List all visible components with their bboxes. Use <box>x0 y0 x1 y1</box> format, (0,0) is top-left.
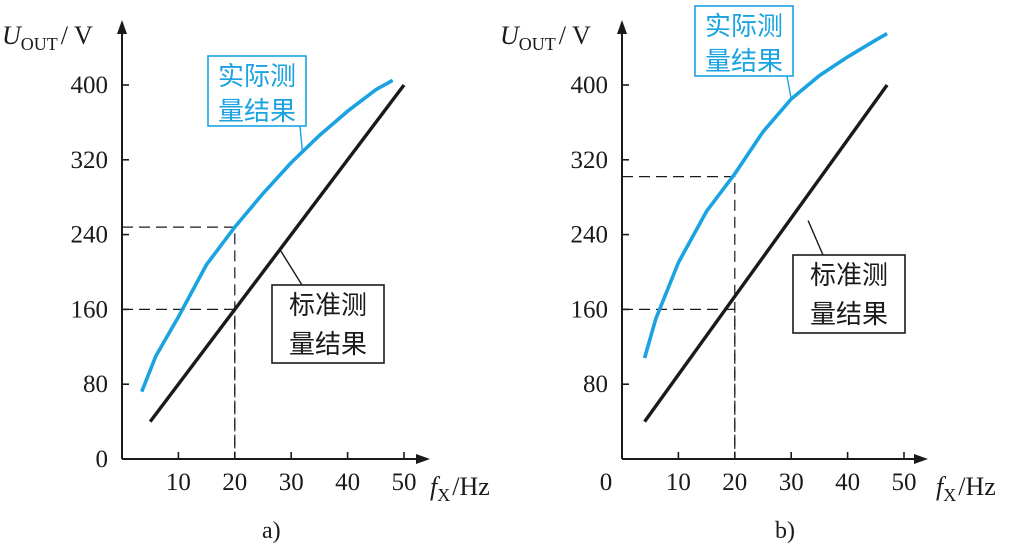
x-tick-label: 0 <box>600 469 613 496</box>
y-axis-title: UOUT / V <box>500 21 591 54</box>
callout-leader-standard <box>807 220 824 256</box>
x-axis-arrow <box>416 454 430 464</box>
series-actual-line <box>642 32 888 359</box>
y-tick-label: 400 <box>71 72 109 99</box>
callout-text-actual: 实际测 <box>705 12 783 42</box>
guide-line <box>122 226 236 459</box>
x-tick-label: 20 <box>722 469 747 496</box>
callout-box-standard <box>792 254 906 334</box>
series-standard-line <box>643 84 889 423</box>
callout-box-actual <box>694 5 794 77</box>
callout-box-actual <box>207 55 307 127</box>
y-axis-arrow <box>117 20 127 34</box>
callout-text-standard: 标准测 <box>810 261 888 291</box>
y-tick-label: 160 <box>571 296 609 323</box>
callout-text-standard: 量结果 <box>810 300 888 330</box>
y-tick-label: 80 <box>83 371 108 398</box>
callout-text-actual: 实际测 <box>218 62 296 92</box>
y-tick-label: 160 <box>71 296 109 323</box>
y-tick-label: 240 <box>71 222 109 249</box>
x-tick-label: 30 <box>779 469 804 496</box>
x-axis-title: fX/Hz <box>430 472 490 505</box>
y-axis-arrow <box>617 20 627 34</box>
y-tick-label: 240 <box>571 222 609 249</box>
guide-line <box>622 308 736 459</box>
chart-panel-a: 0 80 160 240 320 400 10 20 30 40 50 UOUT / V fX/Hz 实际测… <box>2 20 490 544</box>
panel-label: a) <box>262 518 281 544</box>
y-axis-title: UOUT / V <box>2 21 93 54</box>
y-tick-label: 320 <box>571 147 609 174</box>
x-tick-label: 10 <box>666 469 691 496</box>
series-standard-line <box>148 83 406 423</box>
x-tick-label: 50 <box>392 469 417 496</box>
callout-leader-standard <box>279 249 303 286</box>
series-actual-line <box>140 78 394 393</box>
callout-leader-actual <box>786 75 792 100</box>
y-tick-label: 320 <box>71 147 109 174</box>
callout-box-standard <box>271 284 385 364</box>
x-tick-label: 10 <box>166 469 191 496</box>
callout-text-standard: 标准测 <box>289 291 367 321</box>
callout-leader-actual <box>299 125 304 153</box>
x-tick-label: 40 <box>835 469 860 496</box>
chart-panel-b: 80 160 240 320 400 0 10 20 30 40 50 UOUT / V fX/Hz 实际测… <box>500 5 996 544</box>
y-tick-label: 80 <box>583 371 608 398</box>
x-axis-arrow <box>914 454 928 464</box>
callout-text-actual: 量结果 <box>705 47 783 77</box>
x-tick-label: 20 <box>222 469 247 496</box>
x-axis-title: fX/Hz <box>936 472 996 505</box>
callout-text-standard: 量结果 <box>289 330 367 360</box>
x-tick-label: 30 <box>279 469 304 496</box>
x-tick-label: 50 <box>892 469 917 496</box>
panel-label: b) <box>775 518 795 544</box>
x-tick-label: 40 <box>335 469 360 496</box>
y-tick-label: 0 <box>96 446 109 473</box>
y-tick-label: 400 <box>571 72 609 99</box>
callout-text-actual: 量结果 <box>218 97 296 127</box>
